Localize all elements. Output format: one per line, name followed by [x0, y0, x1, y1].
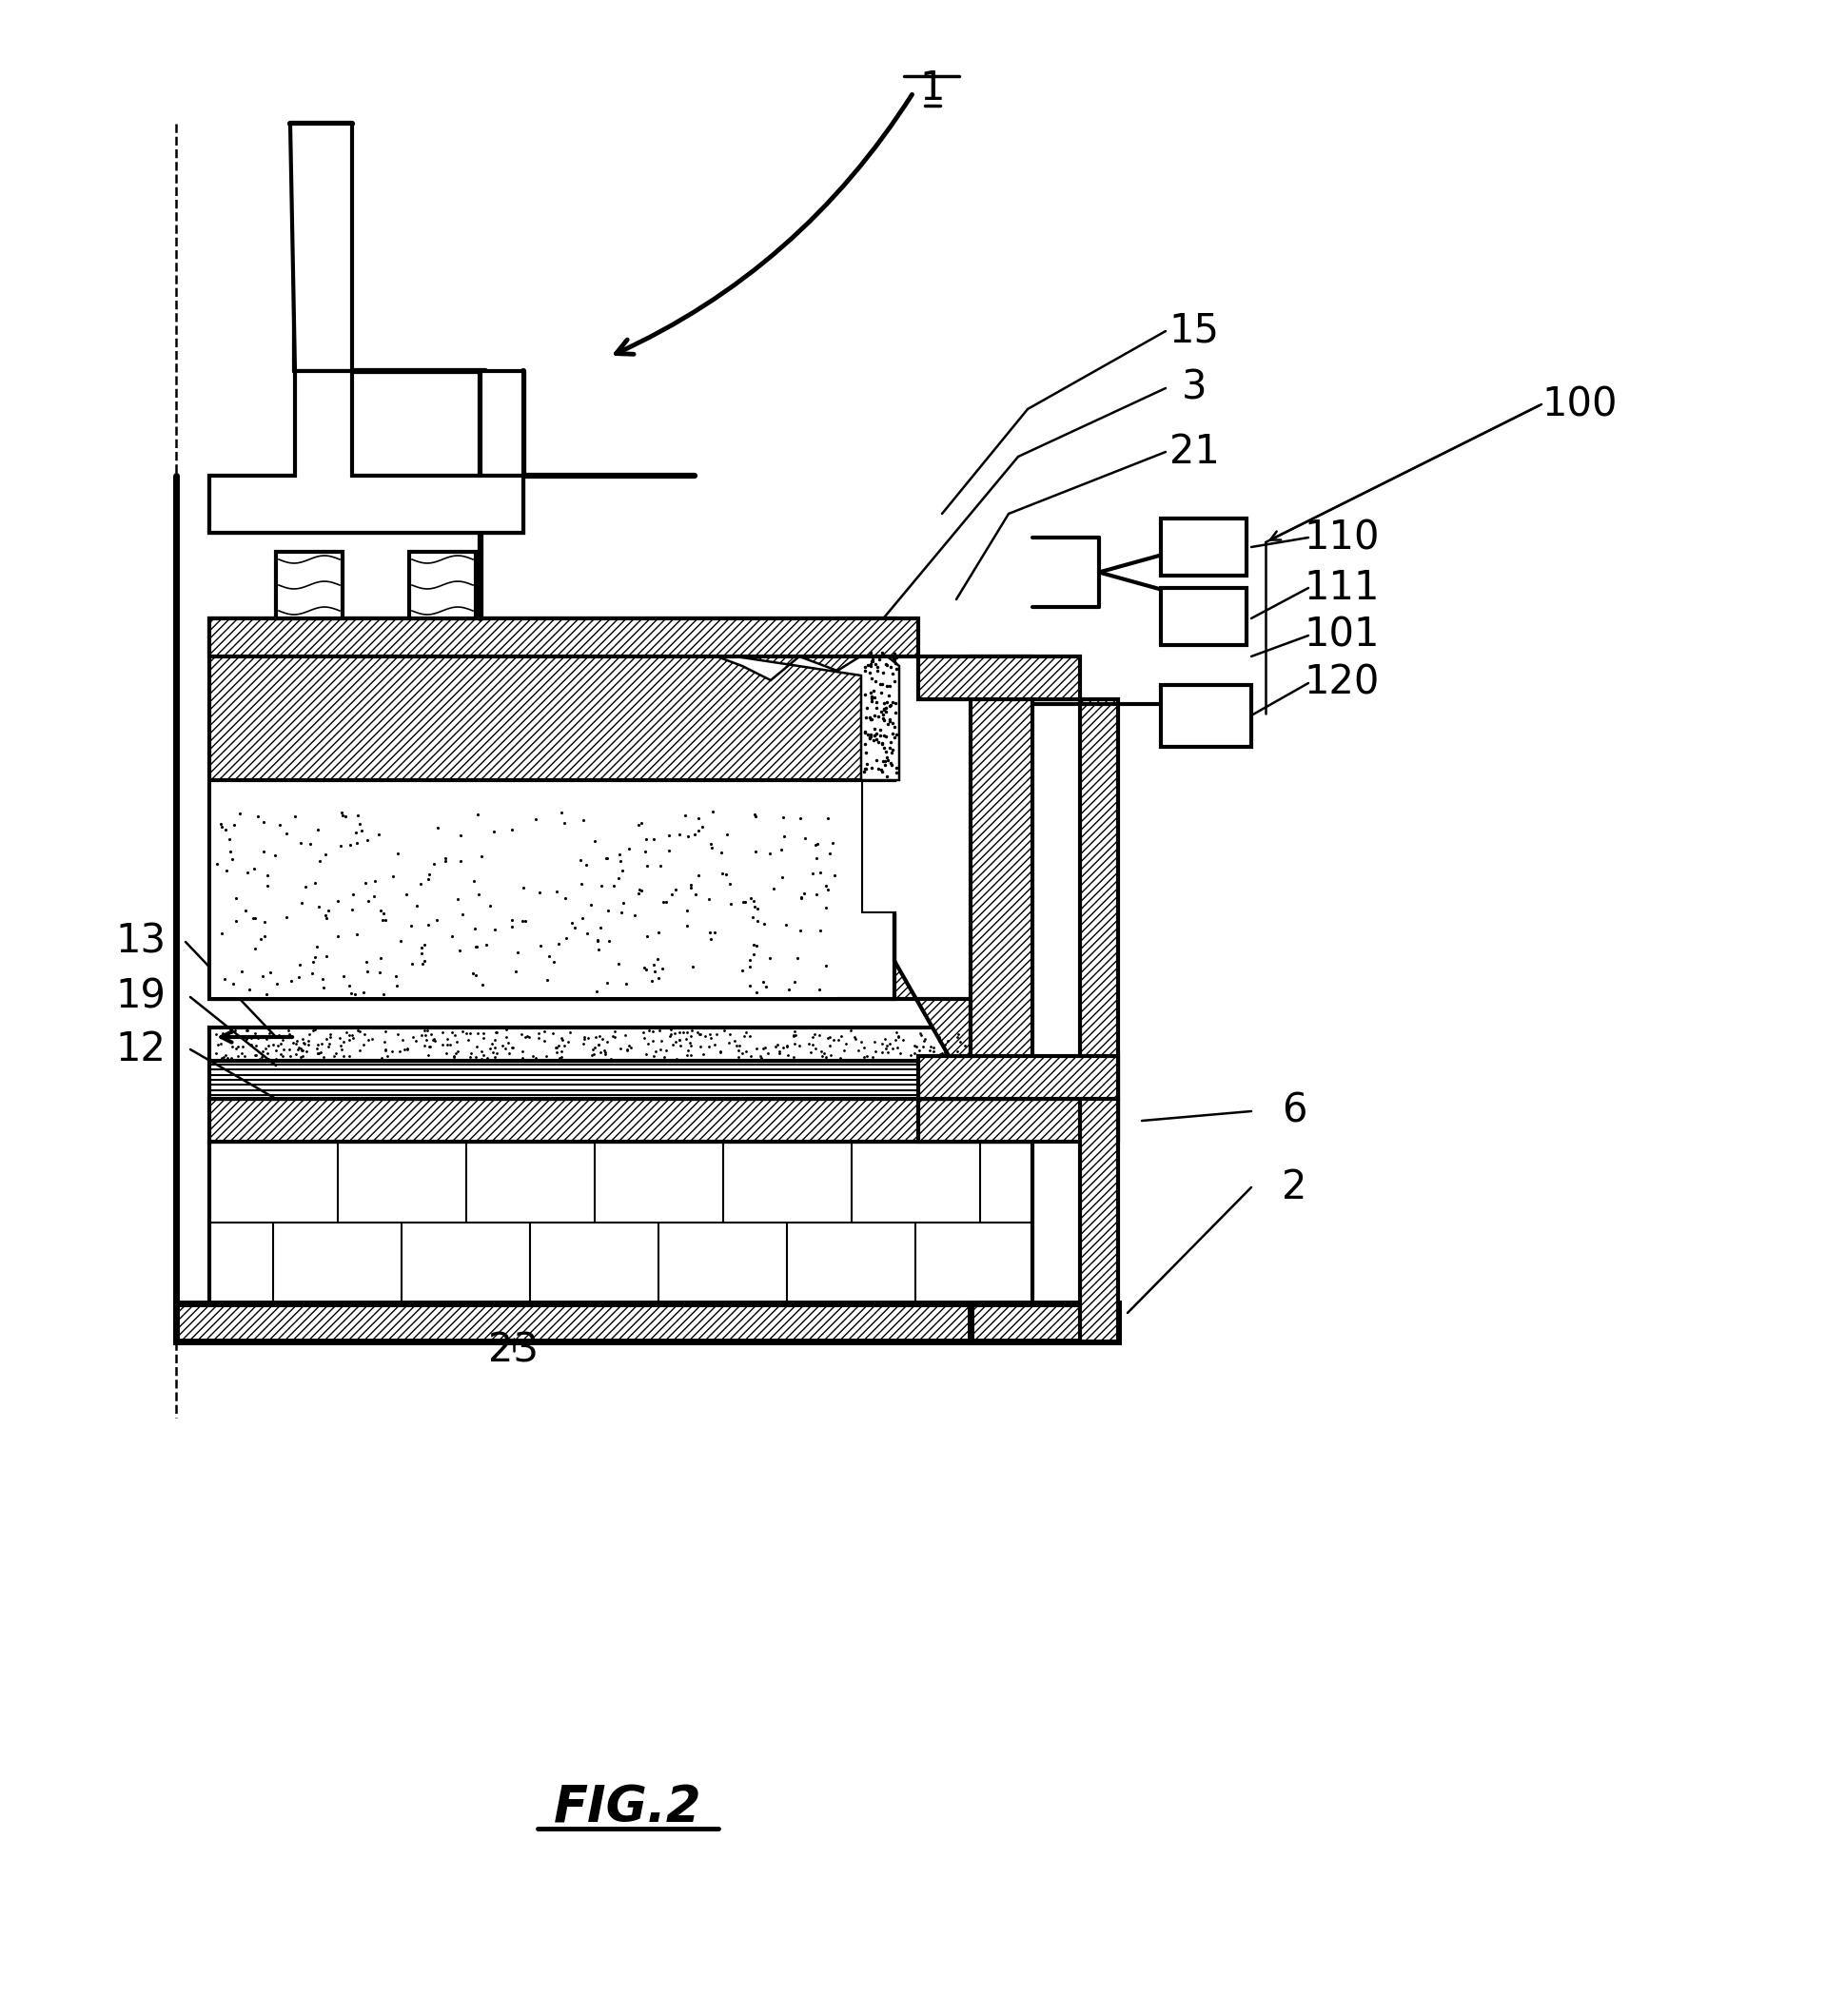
Text: 19: 19	[115, 978, 166, 1016]
Text: 15: 15	[1169, 310, 1220, 351]
Bar	[1079, 700, 1118, 1341]
Bar	[1161, 589, 1247, 645]
Text: 1: 1	[920, 69, 946, 109]
Polygon shape	[212, 780, 893, 1000]
Text: FIG.2: FIG.2	[553, 1782, 701, 1833]
Polygon shape	[210, 476, 524, 532]
Polygon shape	[276, 552, 343, 619]
Polygon shape	[705, 647, 898, 780]
Polygon shape	[210, 619, 895, 1000]
Text: 13: 13	[115, 921, 166, 962]
Text: 2: 2	[1282, 1167, 1307, 1208]
Bar	[971, 1304, 1118, 1341]
Text: 120: 120	[1304, 663, 1379, 704]
Text: 101: 101	[1304, 615, 1379, 655]
Bar	[1161, 518, 1247, 577]
Text: 110: 110	[1304, 518, 1379, 558]
Text: 12: 12	[115, 1030, 166, 1068]
Bar	[971, 657, 1032, 1099]
Polygon shape	[212, 808, 838, 998]
Bar	[918, 1099, 1118, 1141]
Text: 100: 100	[1541, 385, 1618, 423]
Bar	[210, 1099, 1032, 1141]
Polygon shape	[409, 552, 477, 619]
Bar	[1161, 685, 1251, 746]
Text: 21: 21	[1169, 431, 1220, 472]
Bar	[210, 1060, 971, 1099]
Bar	[918, 657, 1079, 700]
Text: 6: 6	[1282, 1091, 1307, 1131]
Polygon shape	[290, 123, 524, 476]
Bar	[210, 1141, 1032, 1304]
Text: 3: 3	[1181, 369, 1207, 407]
Polygon shape	[210, 371, 524, 532]
Bar	[175, 1304, 1032, 1341]
Polygon shape	[895, 913, 971, 1095]
Text: 111: 111	[1304, 569, 1379, 609]
Bar	[918, 1056, 1118, 1099]
Bar	[210, 1028, 971, 1060]
Bar	[210, 619, 918, 657]
Text: 23: 23	[489, 1331, 539, 1371]
